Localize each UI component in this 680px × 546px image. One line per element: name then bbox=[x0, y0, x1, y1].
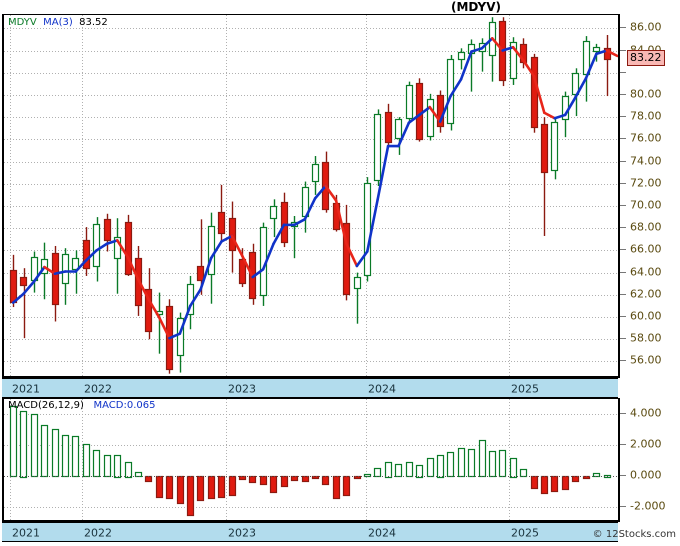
macd-axis-label: 4.000 bbox=[630, 406, 662, 420]
x-axis-year-label: 2024 bbox=[368, 382, 396, 396]
x-axis-year-label: 2024 bbox=[368, 526, 396, 540]
x-axis-year-label: 2023 bbox=[228, 526, 256, 540]
price-axis-label: 80.00 bbox=[630, 87, 662, 101]
price-axis-line bbox=[618, 14, 620, 378]
price-axis-tick bbox=[620, 182, 626, 184]
x-axis-year-label: 2022 bbox=[84, 526, 112, 540]
price-axis-tick bbox=[620, 249, 626, 251]
price-axis-tick bbox=[620, 316, 626, 318]
price-axis-label: 56.00 bbox=[630, 353, 662, 367]
x-axis-year-label: 2023 bbox=[228, 382, 256, 396]
price-axis-label: 66.00 bbox=[630, 242, 662, 256]
price-axis-tick bbox=[620, 27, 626, 29]
price-axis-tick bbox=[620, 116, 626, 118]
last-price-label: 83.22 bbox=[627, 50, 665, 67]
x-axis-year-label: 2025 bbox=[511, 382, 539, 396]
page-title: (MDYV) bbox=[451, 0, 501, 14]
macd-value-label: MACD:0.065 bbox=[93, 400, 156, 411]
macd-axis-tick bbox=[620, 413, 626, 415]
price-axis-label: 78.00 bbox=[630, 109, 662, 123]
price-axis-label: 86.00 bbox=[630, 20, 662, 34]
x-axis-year-label: 2021 bbox=[12, 382, 40, 396]
price-axis-label: 60.00 bbox=[630, 309, 662, 323]
price-panel: MDYV MA(3) 83.52 86.0084.0080.0078.0076.… bbox=[2, 14, 678, 378]
price-axis-tick bbox=[620, 138, 626, 140]
macd-axis-label: -2.000 bbox=[630, 499, 666, 513]
price-axis-tick bbox=[620, 338, 626, 340]
price-axis-tick bbox=[620, 271, 626, 273]
legend-ma-value: 83.52 bbox=[79, 17, 108, 28]
price-candles-svg bbox=[4, 15, 618, 377]
price-axis-tick bbox=[620, 93, 626, 95]
watermark: © 12Stocks.com bbox=[592, 529, 676, 540]
macd-indicator-label: MACD(26,12,9) bbox=[8, 400, 84, 411]
price-axis-tick bbox=[620, 71, 626, 73]
price-axis-tick bbox=[620, 360, 626, 362]
price-axis: 86.0084.0080.0078.0076.0074.0072.0070.00… bbox=[618, 14, 680, 378]
price-axis-label: 72.00 bbox=[630, 176, 662, 190]
price-axis-label: 74.00 bbox=[630, 154, 662, 168]
price-axis-tick bbox=[620, 49, 626, 51]
price-axis-label: 68.00 bbox=[630, 220, 662, 234]
macd-panel: MACD(26,12,9) MACD:0.065 4.000 2.000 0.000… bbox=[2, 398, 678, 522]
macd-legend: MACD(26,12,9) MACD:0.065 bbox=[8, 400, 155, 411]
price-axis-tick bbox=[620, 160, 626, 162]
macd-axis-tick bbox=[620, 506, 626, 508]
price-axis-label: 62.00 bbox=[630, 287, 662, 301]
macd-axis-line bbox=[618, 398, 620, 522]
legend-ma-label: MA(3) bbox=[43, 17, 73, 28]
price-plot-area[interactable]: MDYV MA(3) 83.52 bbox=[2, 14, 618, 378]
x-axis-year-label: 2021 bbox=[12, 526, 40, 540]
price-legend: MDYV MA(3) 83.52 bbox=[8, 17, 108, 28]
price-axis-tick bbox=[620, 204, 626, 206]
macd-axis: 4.000 2.000 0.000 -2.000 bbox=[618, 398, 680, 522]
price-axis-tick bbox=[620, 227, 626, 229]
macd-x-axis-band: 2021 2022 2023 2024 2025 bbox=[2, 522, 618, 542]
macd-axis-tick bbox=[620, 444, 626, 446]
x-axis-year-label: 2022 bbox=[84, 382, 112, 396]
price-axis-tick bbox=[620, 293, 626, 295]
legend-symbol: MDYV bbox=[8, 17, 37, 28]
x-axis-year-label: 2025 bbox=[511, 526, 539, 540]
macd-axis-label: 2.000 bbox=[630, 437, 662, 451]
macd-plot-area[interactable]: MACD(26,12,9) MACD:0.065 bbox=[2, 398, 618, 522]
price-axis-label: 64.00 bbox=[630, 265, 662, 279]
price-x-axis-band: 2021 2022 2023 2024 2025 bbox=[2, 378, 618, 398]
price-axis-label: 76.00 bbox=[630, 131, 662, 145]
price-axis-label: 58.00 bbox=[630, 331, 662, 345]
macd-histogram-svg bbox=[4, 399, 618, 521]
macd-axis-tick bbox=[620, 475, 626, 477]
macd-axis-label: 0.000 bbox=[630, 468, 662, 482]
price-axis-label: 70.00 bbox=[630, 198, 662, 212]
